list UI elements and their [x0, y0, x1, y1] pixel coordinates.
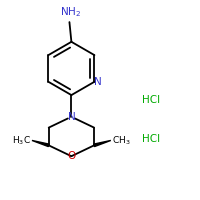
Text: O: O [67, 151, 76, 161]
Text: CH$_3$: CH$_3$ [112, 134, 130, 147]
Text: HCl: HCl [142, 95, 160, 105]
Text: N: N [94, 77, 101, 87]
Polygon shape [32, 140, 49, 147]
Text: N: N [68, 112, 75, 122]
Text: HCl: HCl [142, 134, 160, 144]
Polygon shape [94, 140, 111, 147]
Text: NH$_2$: NH$_2$ [60, 5, 81, 19]
Text: H$_3$C: H$_3$C [12, 134, 31, 147]
